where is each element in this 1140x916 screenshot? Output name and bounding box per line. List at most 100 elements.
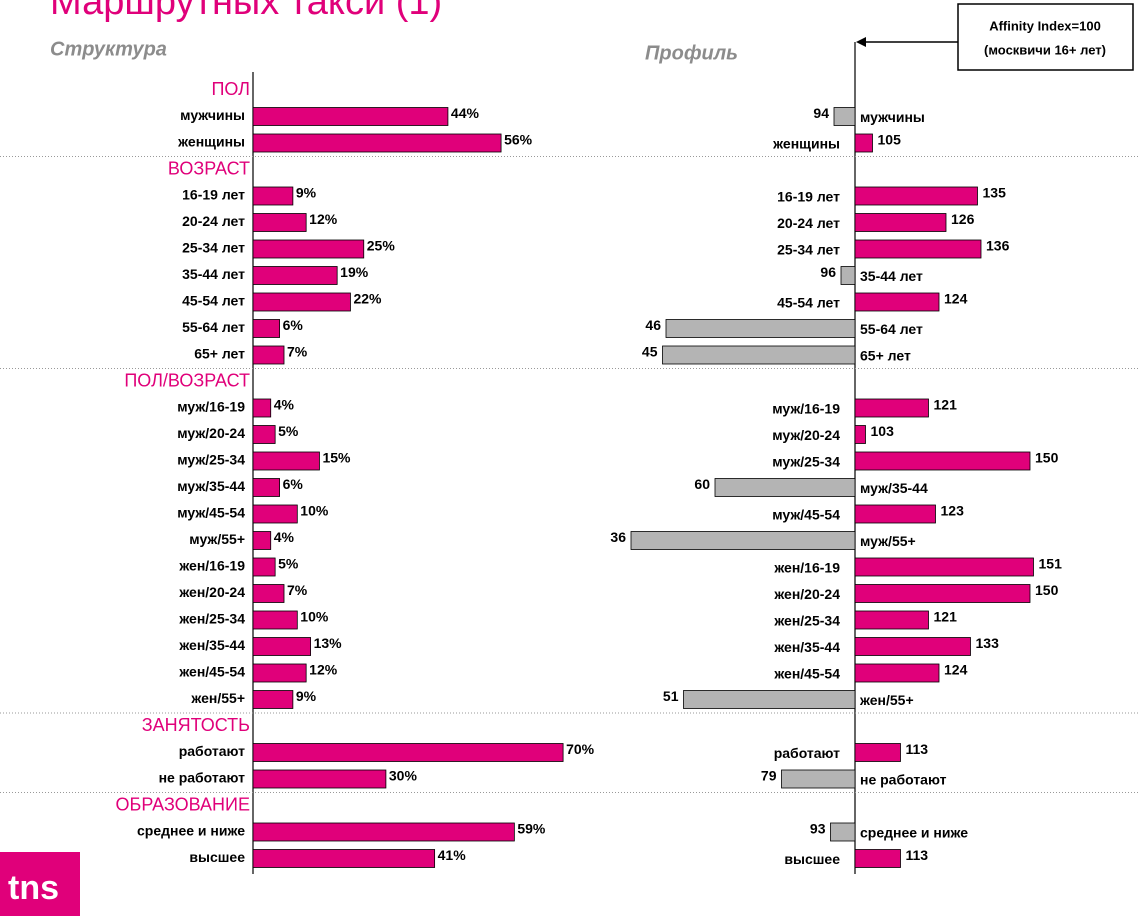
value-label: 36	[610, 529, 626, 545]
bar	[252, 451, 320, 471]
value-label: 46	[645, 317, 661, 333]
bar	[252, 345, 285, 365]
category-label: муж/35-44	[860, 480, 928, 496]
bar	[252, 478, 280, 497]
group-header: ПОЛ	[211, 79, 250, 99]
bar	[252, 319, 280, 338]
annotation-box	[957, 3, 1134, 71]
category-label: жен/16-19	[773, 560, 840, 576]
value-label: 151	[1039, 556, 1063, 572]
bar	[252, 849, 436, 868]
value-label: 93	[810, 821, 826, 837]
category-label: 20-24 лет	[182, 213, 245, 229]
bar	[665, 319, 856, 338]
bar	[252, 186, 294, 206]
value-label: 126	[951, 211, 975, 227]
category-label: муж/20-24	[772, 427, 840, 443]
value-label: 15%	[322, 450, 351, 466]
bar	[781, 769, 856, 789]
value-label: 124	[944, 291, 968, 307]
value-label: 79	[761, 768, 777, 784]
value-label: 59%	[517, 821, 546, 837]
category-label: жен/45-54	[178, 664, 245, 680]
category-label: муж/35-44	[177, 478, 245, 494]
bar	[662, 345, 856, 365]
value-label: 124	[944, 662, 968, 678]
category-label: 25-34 лет	[777, 242, 840, 258]
value-label: 135	[983, 185, 1007, 201]
category-label: муж/16-19	[177, 399, 245, 415]
value-label: 22%	[353, 291, 382, 307]
bar	[854, 584, 1031, 603]
value-label: 96	[820, 264, 836, 280]
bar	[252, 239, 365, 259]
category-label: жен/45-54	[773, 666, 840, 682]
bar	[854, 451, 1031, 471]
bar	[252, 584, 285, 603]
category-label: мужчины	[180, 107, 245, 123]
category-label: работают	[774, 745, 840, 761]
value-label: 7%	[287, 344, 308, 360]
category-label: 35-44 лет	[860, 268, 923, 284]
bar	[854, 637, 971, 656]
bar	[252, 504, 298, 524]
group-header: ПОЛ/ВОЗРАСТ	[124, 370, 250, 390]
category-label: не работают	[159, 770, 246, 786]
bar	[854, 663, 940, 683]
category-label: среднее и ниже	[860, 825, 968, 841]
bar	[854, 213, 947, 232]
value-label: 70%	[566, 741, 595, 757]
category-label: жен/25-34	[773, 613, 840, 629]
value-label: 60	[694, 476, 710, 492]
bar	[854, 239, 982, 259]
bar	[854, 186, 978, 206]
annotation: Affinity Index=100	[989, 18, 1101, 33]
bar	[854, 504, 936, 524]
value-label: 6%	[283, 476, 304, 492]
subtitle: Структура	[50, 38, 167, 60]
value-label: 5%	[278, 556, 299, 572]
bar	[854, 557, 1034, 577]
category-label: муж/20-24	[177, 425, 245, 441]
category-label: женщины	[177, 134, 245, 150]
value-label: 121	[934, 609, 958, 625]
bar	[252, 133, 502, 153]
value-label: 9%	[296, 185, 317, 201]
value-label: 56%	[504, 132, 533, 148]
bar	[252, 266, 338, 285]
category-label: 55-64 лет	[182, 319, 245, 335]
bar	[252, 292, 351, 312]
logo-box	[0, 852, 80, 916]
value-label: 136	[986, 238, 1010, 254]
bar	[830, 822, 856, 842]
value-label: 13%	[314, 635, 343, 651]
category-label: 20-24 лет	[777, 215, 840, 231]
category-label: 45-54 лет	[182, 293, 245, 309]
group-header: ОБРАЗОВАНИЕ	[116, 794, 250, 814]
bar	[714, 478, 856, 497]
bar	[252, 743, 564, 762]
value-label: 121	[934, 397, 958, 413]
category-label: муж/16-19	[772, 401, 840, 417]
value-label: 51	[663, 688, 679, 704]
bar	[252, 610, 298, 630]
value-label: 7%	[287, 582, 308, 598]
bar	[854, 743, 901, 762]
category-label: 16-19 лет	[777, 189, 840, 205]
bar	[854, 133, 873, 153]
category-label: 45-54 лет	[777, 295, 840, 311]
category-label: муж/25-34	[177, 452, 245, 468]
value-label: 9%	[296, 688, 317, 704]
group-header: ВОЗРАСТ	[168, 158, 250, 178]
bar	[252, 822, 515, 842]
category-label: муж/25-34	[772, 454, 840, 470]
bar	[252, 637, 311, 656]
value-label: 5%	[278, 423, 299, 439]
value-label: 113	[906, 847, 929, 863]
value-label: 25%	[367, 238, 396, 254]
category-label: муж/45-54	[177, 505, 245, 521]
category-label: жен/16-19	[178, 558, 245, 574]
value-label: 12%	[309, 662, 338, 678]
value-label: 105	[878, 132, 902, 148]
category-label: женщины	[772, 136, 840, 152]
